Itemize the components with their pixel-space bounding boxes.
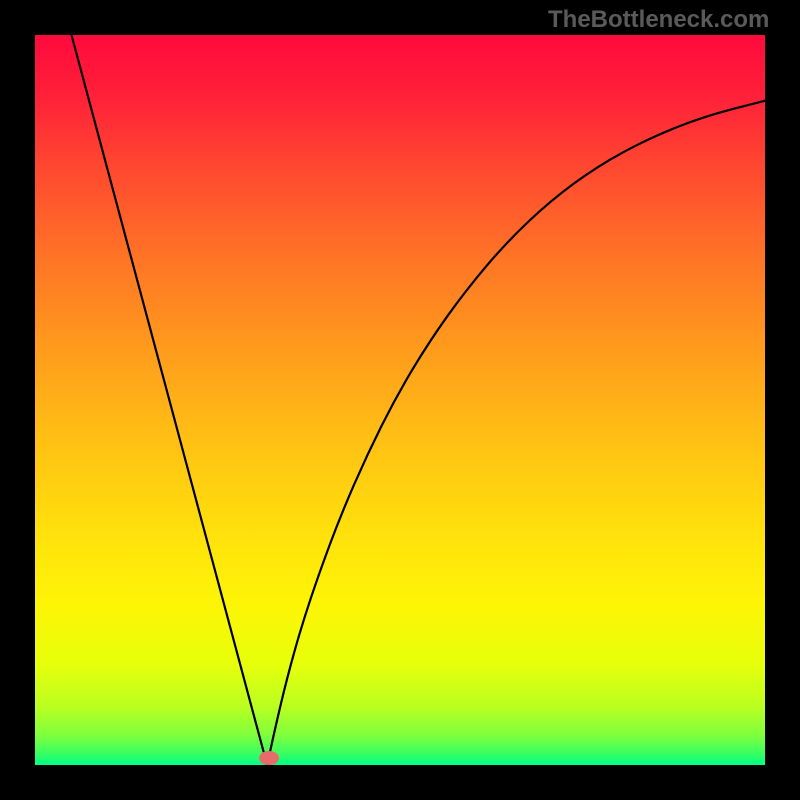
bottleneck-curve — [72, 35, 766, 765]
watermark-text: TheBottleneck.com — [548, 6, 769, 34]
chart-container: TheBottleneck.com — [0, 0, 800, 800]
curve-layer — [35, 35, 765, 765]
plot-area — [35, 35, 765, 765]
optimum-marker — [259, 751, 279, 765]
